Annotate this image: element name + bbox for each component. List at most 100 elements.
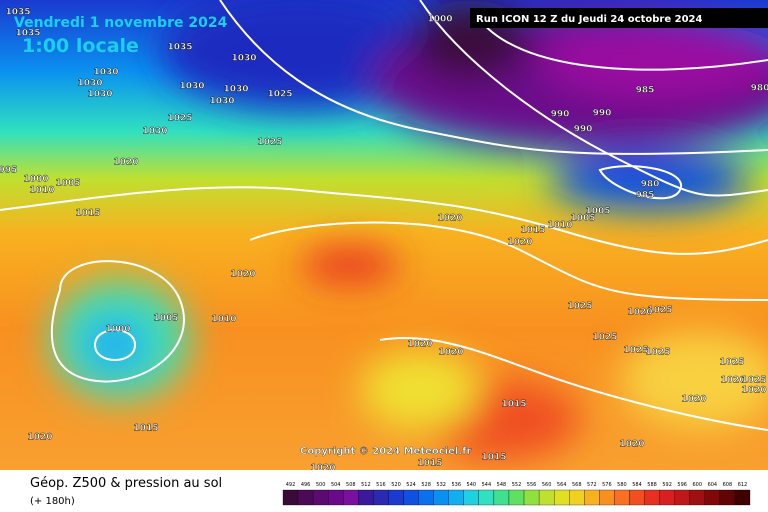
isobar-label: 1005: [570, 214, 595, 224]
isobars: [0, 0, 768, 430]
isobar-label: 1020: [507, 238, 532, 248]
valid-date: Vendredi 1 novembre 2024: [14, 15, 228, 31]
isobar-label: 1020: [407, 340, 432, 350]
isobar-label: 1025: [645, 348, 670, 358]
isobar-label: 1025: [647, 306, 672, 316]
scale-label: 612: [738, 482, 748, 488]
isobar-label: 1005: [585, 207, 610, 217]
scale-swatch: [644, 489, 660, 506]
isobar-label: 1020: [437, 214, 462, 224]
isobar-label: 1020: [310, 464, 335, 474]
scale-swatch: [599, 489, 615, 506]
scale-label: 532: [436, 482, 446, 488]
copyright: Copyright © 2024 Meteociel.fr: [300, 446, 471, 457]
isobar-label: 1010: [29, 186, 54, 196]
scale-label: 528: [421, 482, 431, 488]
scale-label: 592: [662, 482, 672, 488]
valid-time: 1:00 locale: [22, 35, 139, 57]
isobar-label: 1030: [77, 79, 102, 89]
scale-label: 604: [708, 482, 718, 488]
scale-label: 552: [512, 482, 522, 488]
scale-label: 560: [542, 482, 552, 488]
scale-label: 596: [677, 482, 687, 488]
scale-label: 508: [346, 482, 356, 488]
scale-swatch: [584, 489, 600, 506]
scale-swatch: [388, 489, 404, 506]
isobar-label: 1020: [619, 440, 644, 450]
scale-label: 516: [376, 482, 386, 488]
isobar-label: 1015: [481, 453, 506, 463]
color-scale: 492 496 500 504 508 512 516 520 524 528 532 536 540 5…: [282, 482, 751, 506]
scale-swatch: [614, 489, 630, 506]
scale-swatch: [674, 489, 690, 506]
scale-label: 572: [587, 482, 597, 488]
scale-label: 544: [482, 482, 492, 488]
scale-swatch: [433, 489, 449, 506]
scale-swatch: [734, 489, 751, 506]
scale-swatch: [569, 489, 585, 506]
scale-swatch: [373, 489, 389, 506]
isobar-label: 1030: [93, 68, 118, 78]
scale-label: 504: [331, 482, 341, 488]
isobar-label: 1030: [179, 82, 204, 92]
isobar-label: 990: [574, 125, 593, 135]
scale-swatch: [538, 489, 555, 506]
scale-swatch: [493, 489, 510, 506]
isobar-label: 1035: [15, 29, 40, 39]
isobar-label: 1015: [133, 424, 158, 434]
scale-swatch: [478, 489, 495, 506]
isobar-label: 980: [641, 180, 660, 190]
isobar-label: 1020: [438, 348, 463, 358]
scale-label: 512: [361, 482, 371, 488]
scale-swatch: [508, 489, 525, 506]
isobar-label: 1000: [23, 175, 48, 185]
footer-title: Géop. Z500 & pression au sol: [30, 476, 222, 491]
scale-swatch: [629, 489, 645, 506]
scale-label: 576: [602, 482, 612, 488]
isobar-label: 1025: [592, 333, 617, 343]
isobar-label: 1005: [153, 314, 178, 324]
scale-swatch: [297, 489, 314, 506]
isobar-label: 1020: [741, 386, 766, 396]
scale-swatch: [343, 489, 359, 506]
scale-swatch: [659, 489, 675, 506]
isobar-label: 1020: [681, 395, 706, 405]
isobar-label: 1015: [520, 226, 545, 236]
scale-swatch: [328, 489, 344, 506]
scale-label: 588: [647, 482, 657, 488]
footer-lead: (+ 180h): [30, 496, 75, 507]
isobar-label: 1025: [267, 90, 292, 100]
isobar-label: 1030: [231, 54, 256, 64]
scale-swatch: [282, 489, 299, 506]
scale-swatch: [312, 489, 329, 506]
isobar-label: 1015: [75, 209, 100, 219]
isobar-label: 1035: [5, 8, 30, 18]
isobar-label: 1030: [223, 85, 248, 95]
scale-swatch: [358, 489, 374, 506]
scale-label: 500: [316, 482, 326, 488]
scale-swatch: [554, 489, 570, 506]
isobar-label: 995: [0, 166, 17, 176]
isobar-label: 1010: [547, 221, 572, 231]
isobar-label: 1030: [87, 90, 112, 100]
scale-swatch: [418, 489, 434, 506]
scale-label: 496: [301, 482, 311, 488]
scale-label: 584: [632, 482, 642, 488]
isobar-label: 1020: [720, 376, 745, 386]
scale-label: 540: [467, 482, 477, 488]
scale-swatch: [403, 489, 419, 506]
scale-label: 564: [557, 482, 567, 488]
scale-label: 580: [617, 482, 627, 488]
scale-label: 492: [286, 482, 296, 488]
isobar-label: 1020: [113, 158, 138, 168]
scale-swatch: [463, 489, 479, 506]
run-info: Run ICON 12 Z du Jeudi 24 octobre 2024: [476, 14, 702, 25]
isobar-label: 1030: [142, 127, 167, 137]
isobar-label: 1035: [167, 43, 192, 53]
isobar-label: 1030: [209, 97, 234, 107]
isobar-label: 1025: [741, 376, 766, 386]
isobar-label: 1000: [105, 325, 130, 335]
isobar-label: 1020: [27, 433, 52, 443]
